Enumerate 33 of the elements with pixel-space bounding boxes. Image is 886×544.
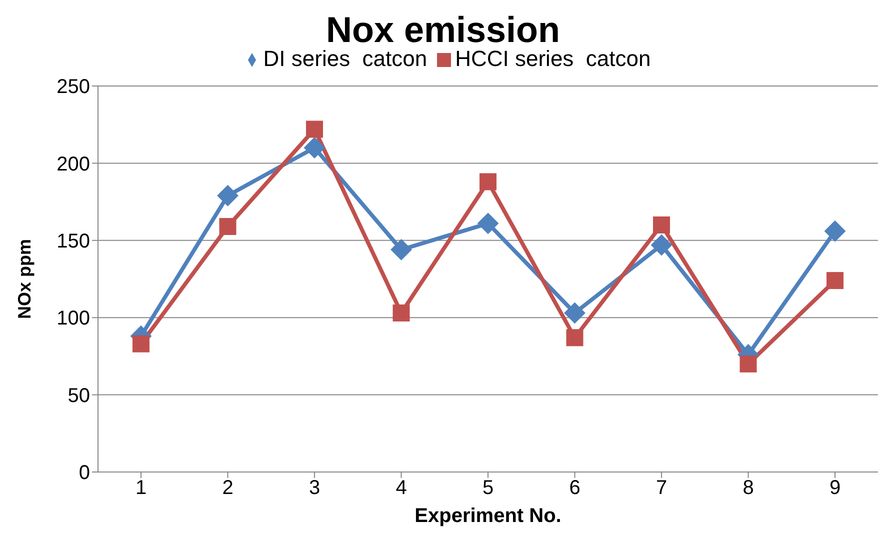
y-tick-label: 250 (56, 76, 90, 98)
point (132, 335, 150, 352)
x-tick-label: 1 (135, 477, 147, 500)
point (653, 216, 670, 234)
x-tick-label: 3 (308, 477, 320, 500)
point (740, 355, 757, 372)
point (480, 173, 496, 190)
point (566, 329, 584, 346)
y-tick-label: 150 (56, 230, 90, 252)
point (564, 302, 586, 324)
x-tick-label: 4 (396, 477, 407, 500)
x-axis-title: Experiment No. (414, 505, 562, 527)
y-tick-label: 50 (68, 384, 90, 407)
y-tick-label: 200 (56, 153, 90, 176)
point (824, 220, 846, 242)
point (390, 239, 412, 260)
point (651, 234, 672, 256)
x-tick-label: 5 (482, 477, 494, 500)
x-tick-label: 9 (829, 477, 841, 500)
point (304, 137, 325, 158)
x-tick-label: 7 (656, 477, 668, 500)
y-tick-label: 0 (78, 462, 90, 484)
point (306, 120, 323, 138)
y-tick-label: 100 (56, 308, 90, 330)
point (217, 185, 238, 206)
point (219, 218, 236, 236)
point (826, 272, 844, 290)
x-tick-label: 6 (569, 477, 580, 500)
point (478, 212, 498, 234)
x-tick-label: 2 (222, 477, 234, 500)
y-axis-title: NOx ppm (14, 238, 34, 320)
x-tick-label: 8 (742, 477, 754, 500)
point (392, 304, 410, 322)
